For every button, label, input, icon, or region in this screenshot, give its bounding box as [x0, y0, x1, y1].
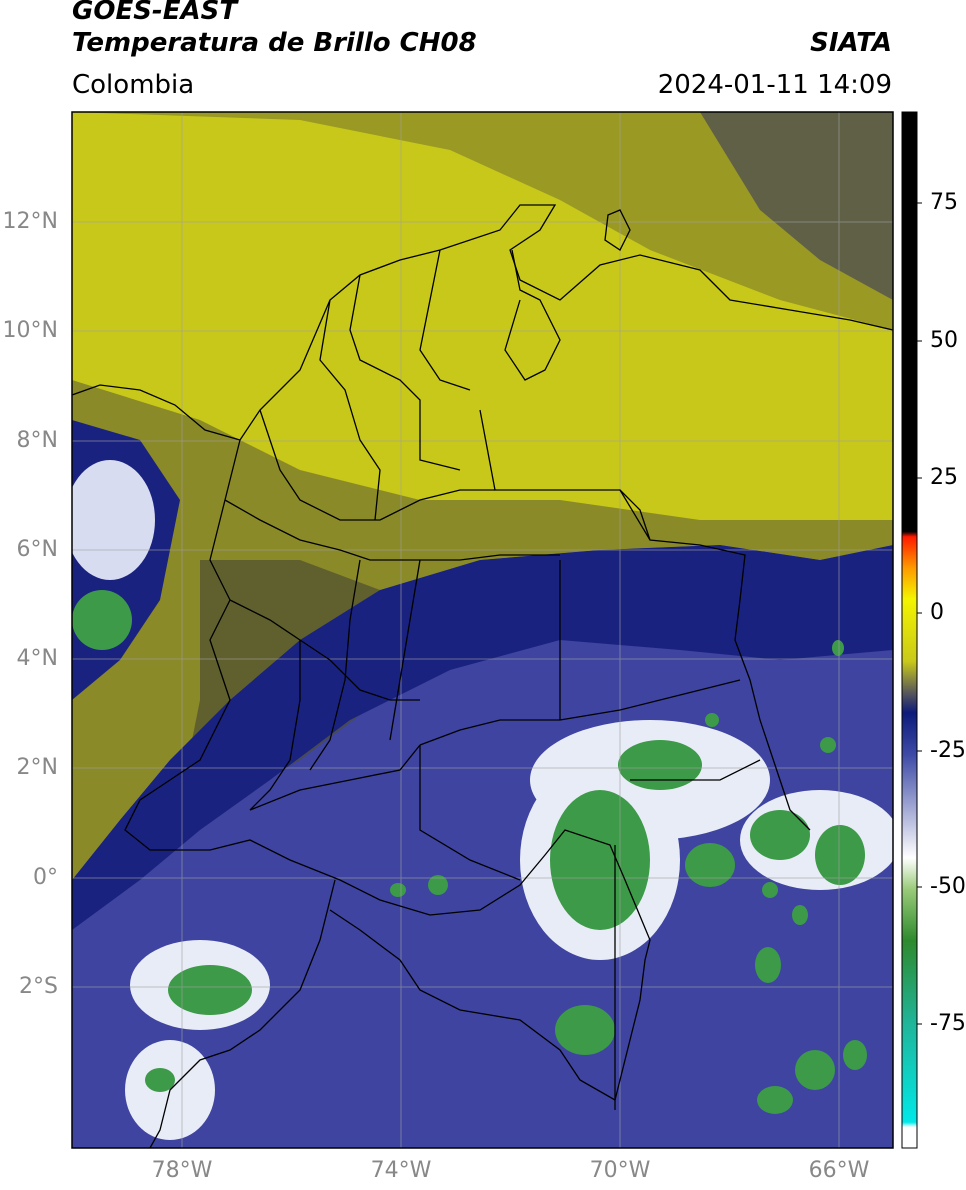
colorbar-tick-label: 75 [930, 190, 958, 215]
lon-tick-label: 70°W [589, 1158, 651, 1183]
lat-tick-label: 12°N [2, 209, 58, 234]
cold-cloud-14 [390, 883, 406, 897]
colorbar [901, 111, 918, 1149]
cold-cloud-17 [705, 713, 719, 727]
colorbar-tick-label: -50 [930, 874, 966, 899]
timestamp-label: 2024-01-11 14:09 [657, 70, 892, 100]
cold-cloud-15 [832, 640, 844, 656]
cold-cloud-4 [815, 825, 865, 885]
northeast-navy-band [700, 112, 893, 300]
map-frame [71, 111, 894, 1149]
navy-band [72, 545, 893, 930]
cold-cloud-8 [755, 947, 781, 983]
cold-cloud-1 [618, 740, 702, 790]
cold-cloud-pacific [72, 590, 132, 650]
colorbar-tick-label: -25 [930, 738, 966, 763]
colorbar-tick-label: 25 [930, 465, 958, 490]
gridlines [72, 112, 893, 1148]
map-canvas [72, 112, 893, 1148]
cold-cloud-19 [792, 905, 808, 925]
cold-cloud-5 [685, 843, 735, 887]
cold-cloud-13 [428, 875, 448, 895]
lat-tick-label: 0° [33, 865, 58, 890]
cold-cloud-10 [757, 1086, 793, 1114]
dry-air-band [72, 112, 893, 880]
lon-tick-label: 66°W [808, 1158, 870, 1183]
lat-tick-label: 10°N [2, 318, 58, 343]
lat-tick-label: 2°N [16, 755, 58, 780]
lat-tick-label: 2°S [19, 974, 58, 999]
northeast-dark-band [72, 112, 893, 330]
lat-tick-label: 8°N [16, 428, 58, 453]
cold-cloud-16 [820, 737, 836, 753]
cold-cloud-18 [762, 882, 778, 898]
lon-tick-label: 74°W [370, 1158, 432, 1183]
pacific-cloud-edge [72, 460, 155, 580]
colorbar-tick-label: 50 [930, 328, 958, 353]
boundaries [72, 204, 893, 1148]
satellite-title: GOES-EAST [72, 0, 238, 26]
olive-band [72, 380, 893, 880]
lat-tick-label: 4°N [16, 646, 58, 671]
cold-cloud-2 [550, 790, 650, 930]
lon-tick-label: 78°W [151, 1158, 213, 1183]
colorbar-tick-label: -75 [930, 1011, 966, 1036]
cold-cloud-7 [555, 1005, 615, 1055]
lat-tick-label: 6°N [16, 537, 58, 562]
region-label: Colombia [72, 70, 195, 100]
cold-cloud-11 [843, 1040, 867, 1070]
cold-cloud-12 [145, 1068, 175, 1092]
colorbar-tick-label: 0 [930, 600, 944, 625]
colorbar-tick-marks [917, 202, 922, 1025]
product-title: Temperatura de Brillo CH08 [72, 28, 477, 58]
cold-cloud-9 [795, 1050, 835, 1090]
cold-cloud-6 [168, 965, 252, 1015]
cold-cloud-3 [750, 810, 810, 860]
brand-label: SIATA [810, 28, 892, 58]
